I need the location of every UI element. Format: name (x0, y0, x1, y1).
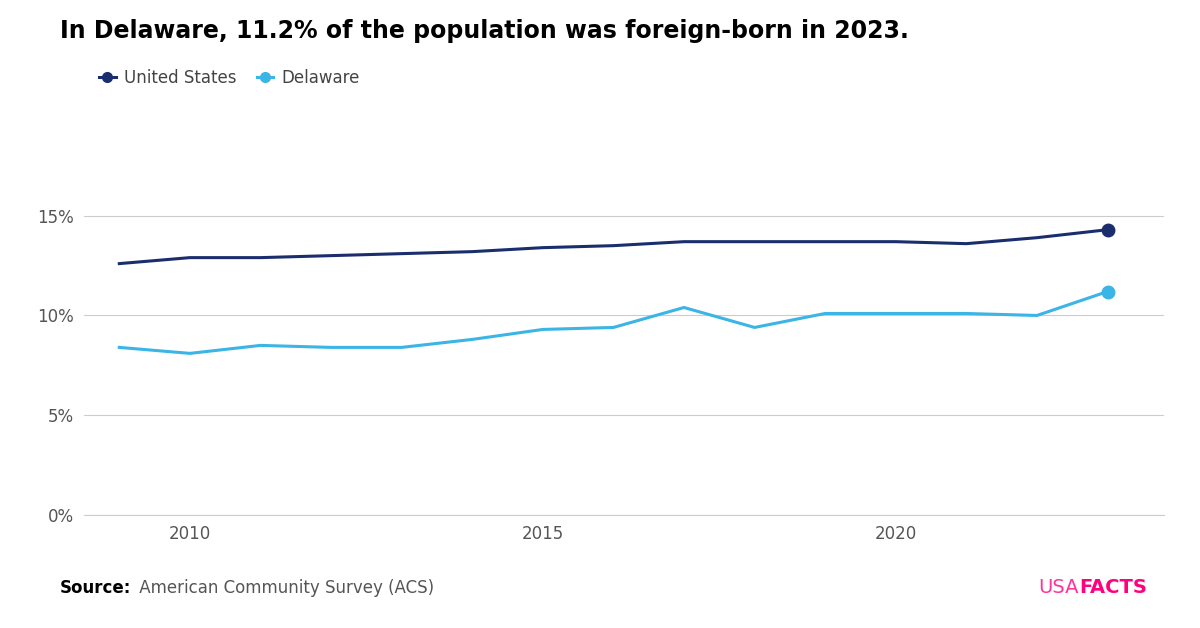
Text: In Delaware, 11.2% of the population was foreign-born in 2023.: In Delaware, 11.2% of the population was… (60, 19, 908, 43)
Text: USA: USA (1038, 578, 1079, 597)
Text: FACTS: FACTS (1079, 578, 1147, 597)
Text: American Community Survey (ACS): American Community Survey (ACS) (134, 578, 434, 597)
Text: Source:: Source: (60, 578, 131, 597)
Legend: United States, Delaware: United States, Delaware (92, 62, 366, 94)
